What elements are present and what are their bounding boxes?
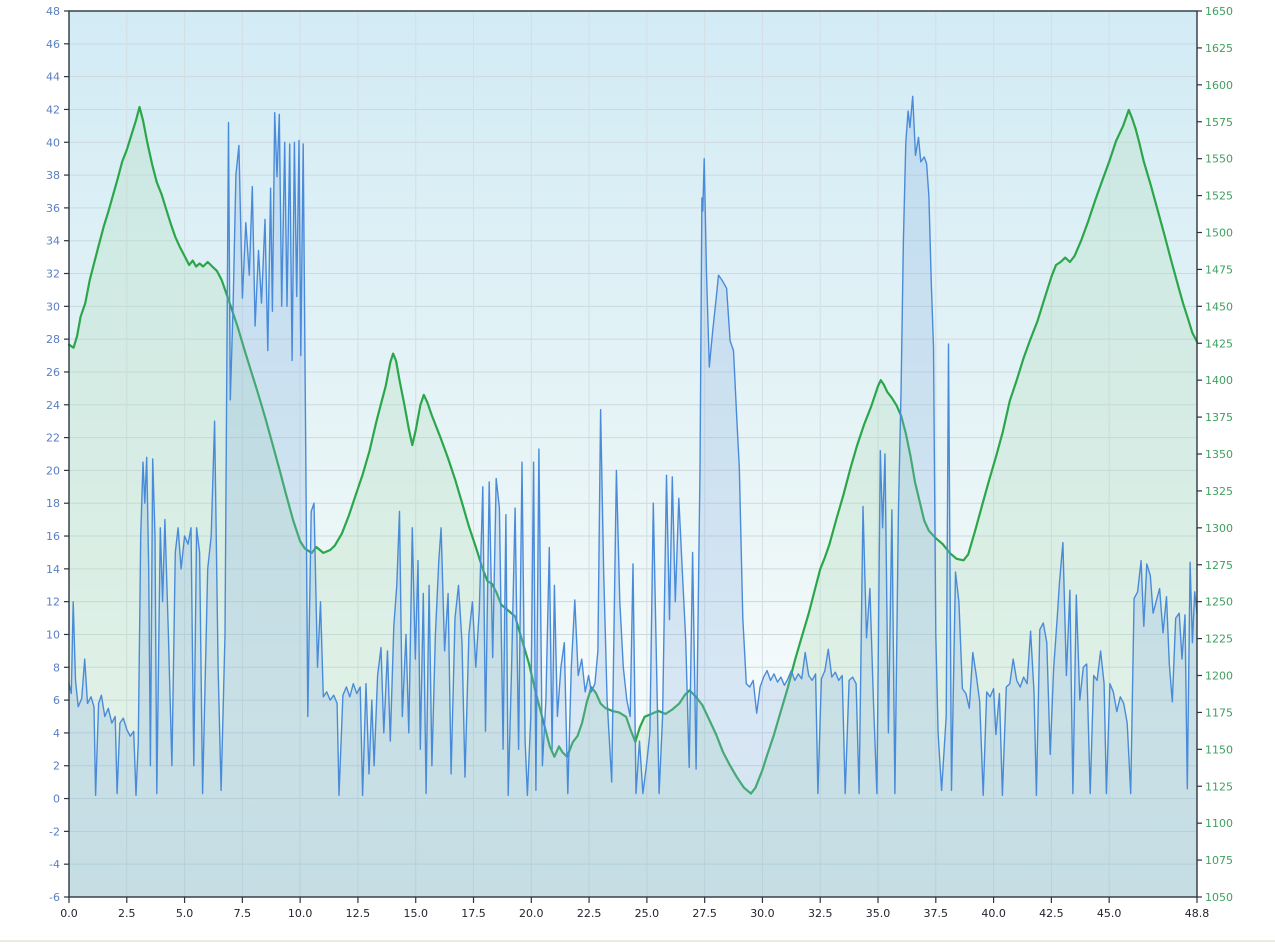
right-tick-label: 1075: [1205, 854, 1233, 867]
elevazione-area: [69, 107, 1197, 897]
x-tick-label: 27.5: [692, 907, 717, 920]
x-tick-label: 48.8: [1185, 907, 1210, 920]
right-axis-ticks: 1650 1625 1600 1575 1550 1525 1500 1475 1450 1425…: [1197, 5, 1233, 904]
right-tick-label: 1625: [1205, 42, 1233, 55]
velocita-area: [69, 96, 1197, 898]
right-tick-label: 1500: [1205, 227, 1233, 240]
left-tick-label: 36: [46, 202, 60, 215]
x-tick-label: 35.0: [866, 907, 891, 920]
left-tick-label: -6: [49, 891, 60, 904]
x-tick-label: 7.5: [234, 907, 252, 920]
right-tick-label: 1275: [1205, 559, 1233, 572]
left-tick-label: 4: [53, 727, 60, 740]
left-tick-label: 30: [46, 300, 60, 313]
x-tick-label: 17.5: [461, 907, 486, 920]
elevazione-line: [67, 105, 1199, 795]
left-tick-label: 12: [46, 596, 60, 609]
right-tick-label: 1525: [1205, 190, 1233, 203]
velocita-line: [68, 95, 1198, 796]
right-tick-label: 1175: [1205, 706, 1233, 719]
left-tick-label: 10: [46, 628, 60, 641]
bottom-divider-gap: [0, 940, 1275, 942]
right-tick-label: 1225: [1205, 633, 1233, 646]
left-tick-label: 16: [46, 530, 60, 543]
right-tick-label: 1325: [1205, 485, 1233, 498]
x-tick-label: 42.5: [1039, 907, 1064, 920]
right-tick-label: 1400: [1205, 374, 1233, 387]
x-tick-label: 20.0: [519, 907, 544, 920]
right-tick-label: 1050: [1205, 891, 1233, 904]
left-tick-label: 18: [46, 497, 60, 510]
left-tick-label: 48: [46, 5, 60, 18]
right-tick-label: 1150: [1205, 743, 1233, 756]
x-tick-label: 30.0: [750, 907, 775, 920]
x-tick-label: 10.0: [288, 907, 313, 920]
right-tick-label: 1550: [1205, 153, 1233, 166]
right-tick-label: 1250: [1205, 596, 1233, 609]
left-tick-label: 6: [53, 694, 60, 707]
x-tick-label: 25.0: [635, 907, 660, 920]
plot-background: [69, 11, 1197, 897]
left-tick-label: 44: [46, 71, 60, 84]
left-tick-label: -2: [49, 825, 60, 838]
left-tick-label: 24: [46, 399, 60, 412]
x-tick-label: 5.0: [176, 907, 194, 920]
left-tick-label: 34: [46, 235, 60, 248]
x-tick-label: 45.0: [1097, 907, 1122, 920]
bottom-axis-ticks: 0.0 2.5 5.0 7.5 10.0 12.5 15.0 17.5 20.0 22.5 25.0…: [60, 897, 1209, 920]
left-tick-label: 38: [46, 169, 60, 182]
left-tick-label: 26: [46, 366, 60, 379]
right-tick-label: 1450: [1205, 300, 1233, 313]
x-tick-label: 37.5: [924, 907, 949, 920]
x-tick-label: 0.0: [60, 907, 78, 920]
left-tick-label: 14: [46, 563, 60, 576]
right-tick-label: 1125: [1205, 780, 1233, 793]
left-tick-label: 8: [53, 661, 60, 674]
right-tick-label: 1600: [1205, 79, 1233, 92]
left-tick-label: 40: [46, 136, 60, 149]
right-tick-label: 1375: [1205, 411, 1233, 424]
right-tick-label: 1350: [1205, 448, 1233, 461]
left-tick-label: 2: [53, 760, 60, 773]
right-tick-label: 1300: [1205, 522, 1233, 535]
right-tick-label: 1200: [1205, 670, 1233, 683]
x-tick-label: 2.5: [118, 907, 136, 920]
left-tick-label: 28: [46, 333, 60, 346]
x-tick-label: 22.5: [577, 907, 602, 920]
x-tick-label: 12.5: [346, 907, 371, 920]
bottom-red-divider: [0, 942, 1275, 951]
x-tick-label: 15.0: [403, 907, 428, 920]
left-tick-label: 0: [53, 793, 60, 806]
left-tick-label: 42: [46, 103, 60, 116]
left-tick-label: 32: [46, 268, 60, 281]
x-tick-label: 32.5: [808, 907, 833, 920]
x-tick-label: 40.0: [981, 907, 1006, 920]
left-tick-label: -4: [49, 858, 60, 871]
right-tick-label: 1475: [1205, 263, 1233, 276]
left-tick-label: 46: [46, 38, 60, 51]
left-axis-ticks: 4846444240383634323028262422201816141210…: [46, 5, 69, 904]
right-tick-label: 1425: [1205, 337, 1233, 350]
left-tick-label: 22: [46, 432, 60, 445]
left-tick-label: 20: [46, 464, 60, 477]
right-tick-label: 1575: [1205, 116, 1233, 129]
right-tick-label: 1100: [1205, 817, 1233, 830]
right-tick-label: 1650: [1205, 5, 1233, 18]
